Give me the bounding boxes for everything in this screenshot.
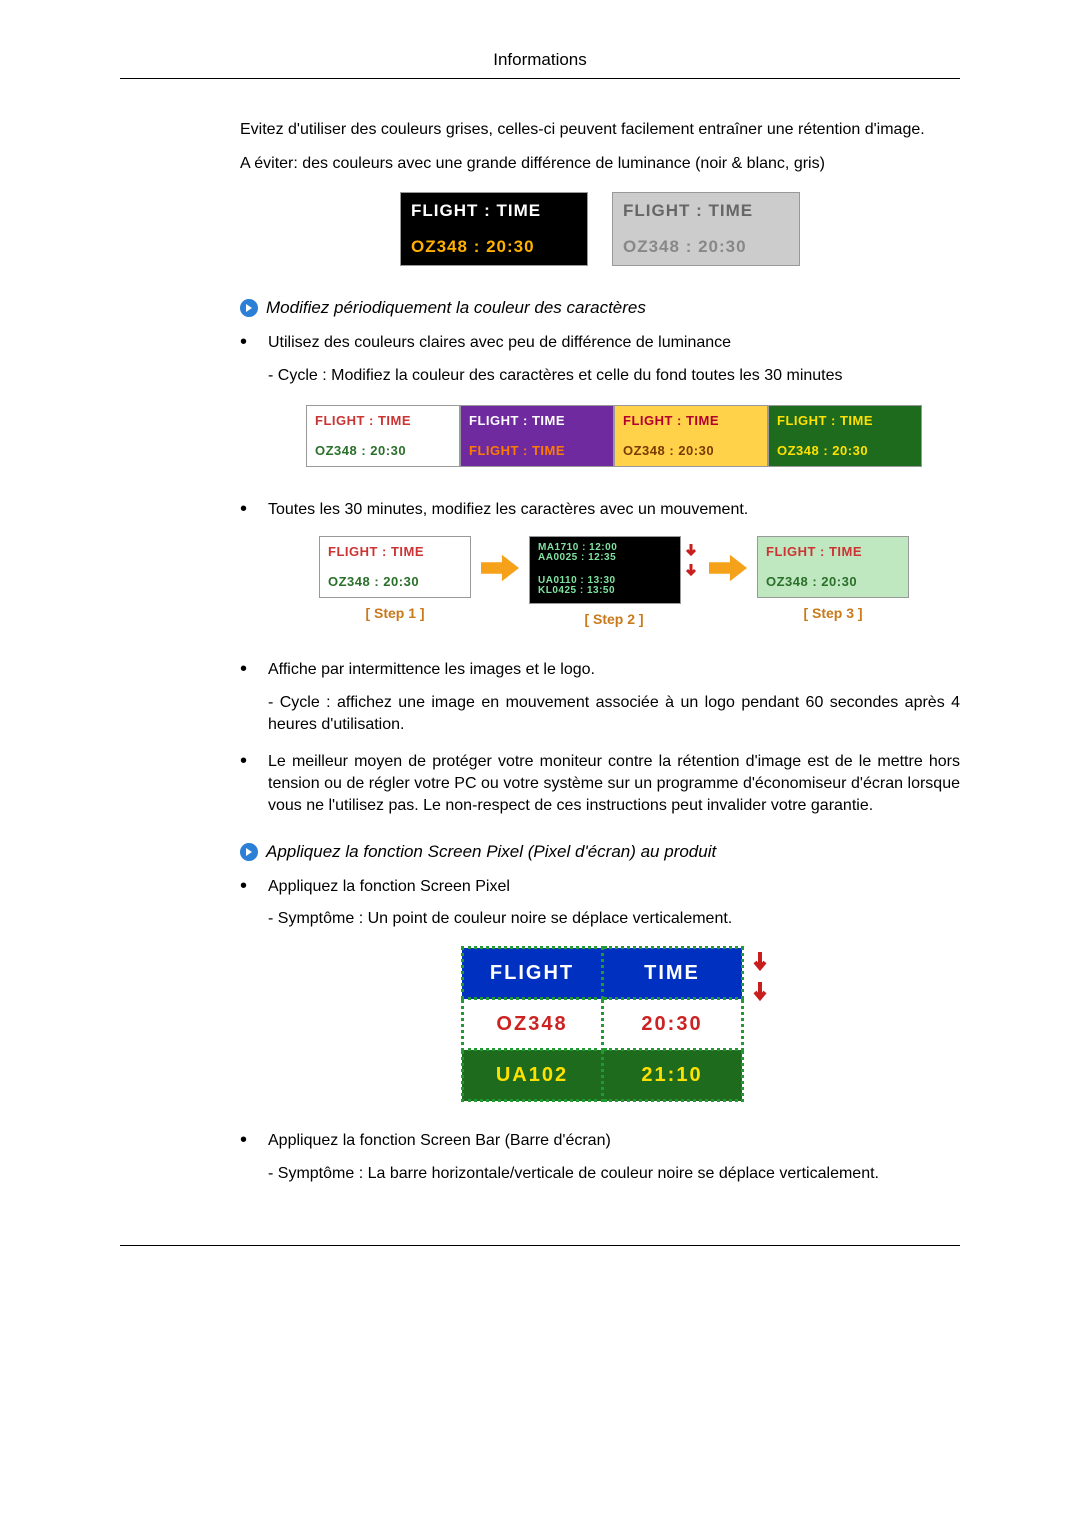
- example-box-right: FLIGHT : TIME OZ348 : 20:30: [612, 192, 800, 266]
- cycle-line1: FLIGHT : TIME: [307, 406, 459, 436]
- section1-list: Utilisez des couleurs claires avec peu d…: [240, 332, 960, 817]
- example-pair-row: FLIGHT : TIME OZ348 : 20:30 FLIGHT : TIM…: [240, 192, 960, 266]
- example-right-line2: OZ348 : 20:30: [613, 229, 799, 265]
- section2-sub2: - Symptôme : La barre horizontale/vertic…: [268, 1163, 960, 1185]
- step1-col: FLIGHT : TIMEOZ348 : 20:30 [ Step 1 ]: [319, 536, 471, 624]
- pixel-move-arrows: [752, 950, 768, 1002]
- example-right-line1: FLIGHT : TIME: [613, 193, 799, 229]
- section1-item4-text: Le meilleur moyen de protéger votre moni…: [268, 753, 960, 815]
- arrow-icon-1: [481, 554, 519, 589]
- section2-sub1: - Symptôme : Un point de couleur noire s…: [268, 908, 960, 930]
- cycle-line1: FLIGHT : TIME: [461, 406, 613, 436]
- section1-sub1: - Cycle : Modifiez la couleur des caract…: [268, 365, 960, 387]
- section2-item1-text: Appliquez la fonction Screen Pixel: [268, 878, 510, 895]
- page-header: Informations: [120, 50, 960, 79]
- intro-para-2: A éviter: des couleurs avec une grande d…: [240, 153, 960, 175]
- section1-item-4: Le meilleur moyen de protéger votre moni…: [240, 751, 960, 818]
- section1-item1-text: Utilisez des couleurs claires avec peu d…: [268, 334, 731, 351]
- step3-label: [ Step 3 ]: [803, 604, 862, 624]
- step2-box-line0: MA1710 : 12:00 AA0025 : 12:35: [530, 537, 680, 570]
- section2-heading: Appliquez la fonction Screen Pixel (Pixe…: [240, 842, 960, 862]
- example-left-line1: FLIGHT : TIME: [401, 193, 587, 229]
- step3-col: FLIGHT : TIMEOZ348 : 20:30 [ Step 3 ]: [757, 536, 909, 624]
- cycle-line2: OZ348 : 20:30: [769, 436, 921, 466]
- section1-sub3: - Cycle : affichez une image en mouvemen…: [268, 692, 960, 737]
- section1-item-3: Affiche par intermittence les images et …: [240, 659, 960, 736]
- step1-box-line0: FLIGHT : TIME: [320, 537, 470, 567]
- color-cycle-box-1: FLIGHT : TIMEFLIGHT : TIME: [460, 405, 614, 467]
- pixel-header-cell: TIME: [602, 948, 742, 999]
- section1-item3-text: Affiche par intermittence les images et …: [268, 661, 595, 678]
- step3-box-line1: OZ348 : 20:30: [758, 567, 908, 597]
- section2-list: Appliquez la fonction Screen Pixel - Sym…: [240, 876, 960, 1186]
- pixel-cell: 20:30: [602, 999, 742, 1050]
- step1-label: [ Step 1 ]: [365, 604, 424, 624]
- example-left-line2: OZ348 : 20:30: [401, 229, 587, 265]
- step2-box: MA1710 : 12:00 AA0025 : 12:35UA0110 : 13…: [529, 536, 681, 604]
- section2-item-1: Appliquez la fonction Screen Pixel - Sym…: [240, 876, 960, 1103]
- pixel-header-cell: FLIGHT: [462, 948, 602, 999]
- pixel-cell: UA102: [462, 1050, 602, 1101]
- content: Evitez d'utiliser des couleurs grises, c…: [120, 119, 960, 1185]
- section1-title: Modifiez périodiquement la couleur des c…: [266, 298, 646, 318]
- section2-title: Appliquez la fonction Screen Pixel (Pixe…: [266, 842, 716, 862]
- arrow-icon-2: [709, 554, 747, 589]
- section1-item-1: Utilisez des couleurs claires avec peu d…: [240, 332, 960, 467]
- pixel-table-wrap: FLIGHTTIMEOZ34820:30UA10221:10: [268, 946, 960, 1102]
- step2-label: [ Step 2 ]: [584, 610, 643, 630]
- color-cycle-box-0: FLIGHT : TIMEOZ348 : 20:30: [306, 405, 460, 467]
- cycle-line2: OZ348 : 20:30: [307, 436, 459, 466]
- step1-box: FLIGHT : TIMEOZ348 : 20:30: [319, 536, 471, 598]
- pixel-cell: OZ348: [462, 999, 602, 1050]
- section1-item2-text: Toutes les 30 minutes, modifiez les cara…: [268, 501, 748, 518]
- step3-box-line0: FLIGHT : TIME: [758, 537, 908, 567]
- section1-heading: Modifiez périodiquement la couleur des c…: [240, 298, 960, 318]
- cycle-line2: OZ348 : 20:30: [615, 436, 767, 466]
- section1-item-2: Toutes les 30 minutes, modifiez les cara…: [240, 499, 960, 629]
- step3-box: FLIGHT : TIMEOZ348 : 20:30: [757, 536, 909, 598]
- section2-item-2: Appliquez la fonction Screen Bar (Barre …: [240, 1130, 960, 1185]
- cycle-line1: FLIGHT : TIME: [769, 406, 921, 436]
- arrow-circle-icon: [240, 299, 258, 317]
- pixel-cell: 21:10: [602, 1050, 742, 1101]
- step2-box-line1: UA0110 : 13:30 KL0425 : 13:50: [530, 570, 680, 603]
- section2-item2-text: Appliquez la fonction Screen Bar (Barre …: [268, 1132, 611, 1149]
- pixel-table: FLIGHTTIMEOZ34820:30UA10221:10: [461, 946, 744, 1102]
- arrow-circle-icon: [240, 843, 258, 861]
- step2-move-icons: [683, 542, 699, 578]
- color-cycle-row: FLIGHT : TIMEOZ348 : 20:30FLIGHT : TIMEF…: [268, 405, 960, 467]
- cycle-line2: FLIGHT : TIME: [461, 436, 613, 466]
- step1-box-line1: OZ348 : 20:30: [320, 567, 470, 597]
- color-cycle-box-3: FLIGHT : TIMEOZ348 : 20:30: [768, 405, 922, 467]
- step2-col: MA1710 : 12:00 AA0025 : 12:35UA0110 : 13…: [529, 536, 699, 630]
- example-box-left: FLIGHT : TIME OZ348 : 20:30: [400, 192, 588, 266]
- cycle-line1: FLIGHT : TIME: [615, 406, 767, 436]
- color-cycle-box-2: FLIGHT : TIMEOZ348 : 20:30: [614, 405, 768, 467]
- page-title: Informations: [493, 50, 587, 69]
- steps-row: FLIGHT : TIMEOZ348 : 20:30 [ Step 1 ] MA…: [268, 536, 960, 630]
- intro-para-1: Evitez d'utiliser des couleurs grises, c…: [240, 119, 960, 141]
- footer-rule: [120, 1245, 960, 1246]
